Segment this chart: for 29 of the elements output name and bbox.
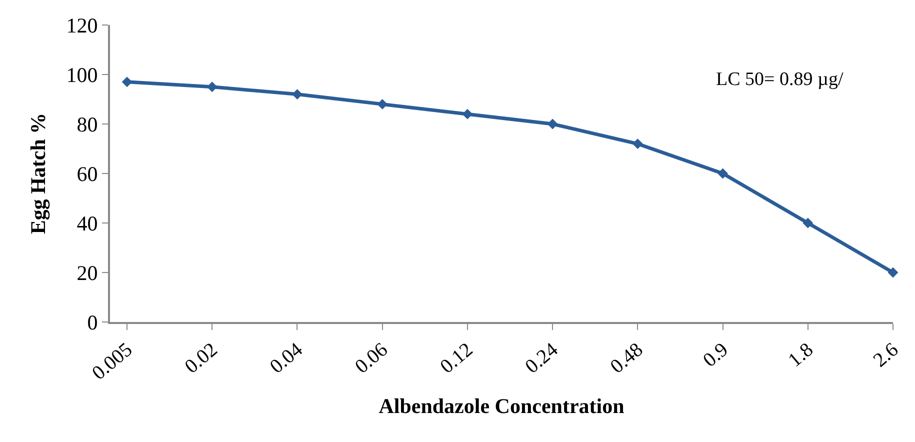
y-tick-label: 0	[87, 310, 98, 334]
y-tick-label: 100	[66, 62, 98, 87]
y-tick-label: 20	[76, 260, 98, 285]
point	[632, 138, 643, 149]
x-tick-label: 0.04	[266, 338, 307, 378]
x-axis-title: Albendazole Concentration	[378, 394, 625, 418]
point	[122, 76, 132, 88]
point	[377, 99, 388, 110]
point	[888, 267, 898, 278]
y-tick-label: 80	[76, 112, 98, 136]
x-tick-label: 0.02	[180, 338, 222, 378]
point	[462, 108, 473, 120]
y-tick-label: 60	[76, 162, 98, 186]
x-tick-label: 1.8	[784, 338, 818, 372]
x-tick-label: 0.12	[436, 338, 478, 378]
x-tick-label: 0.9	[699, 338, 732, 372]
point	[802, 218, 814, 228]
y-tick-label: 40	[76, 211, 98, 236]
point	[292, 89, 302, 100]
x-tick-label: 0.24	[521, 338, 562, 378]
x-tick-label: 0.06	[351, 338, 392, 378]
point	[718, 168, 728, 179]
x-tick-label: 0.48	[606, 338, 648, 378]
x-tick-label: 2.6	[869, 338, 903, 372]
y-axis-title: Egg Hatch %	[26, 112, 50, 234]
point	[206, 82, 218, 92]
annotation: LC 50= 0.89 µg/	[716, 69, 844, 90]
point	[547, 118, 558, 130]
y-tick-label: 120	[66, 13, 98, 38]
